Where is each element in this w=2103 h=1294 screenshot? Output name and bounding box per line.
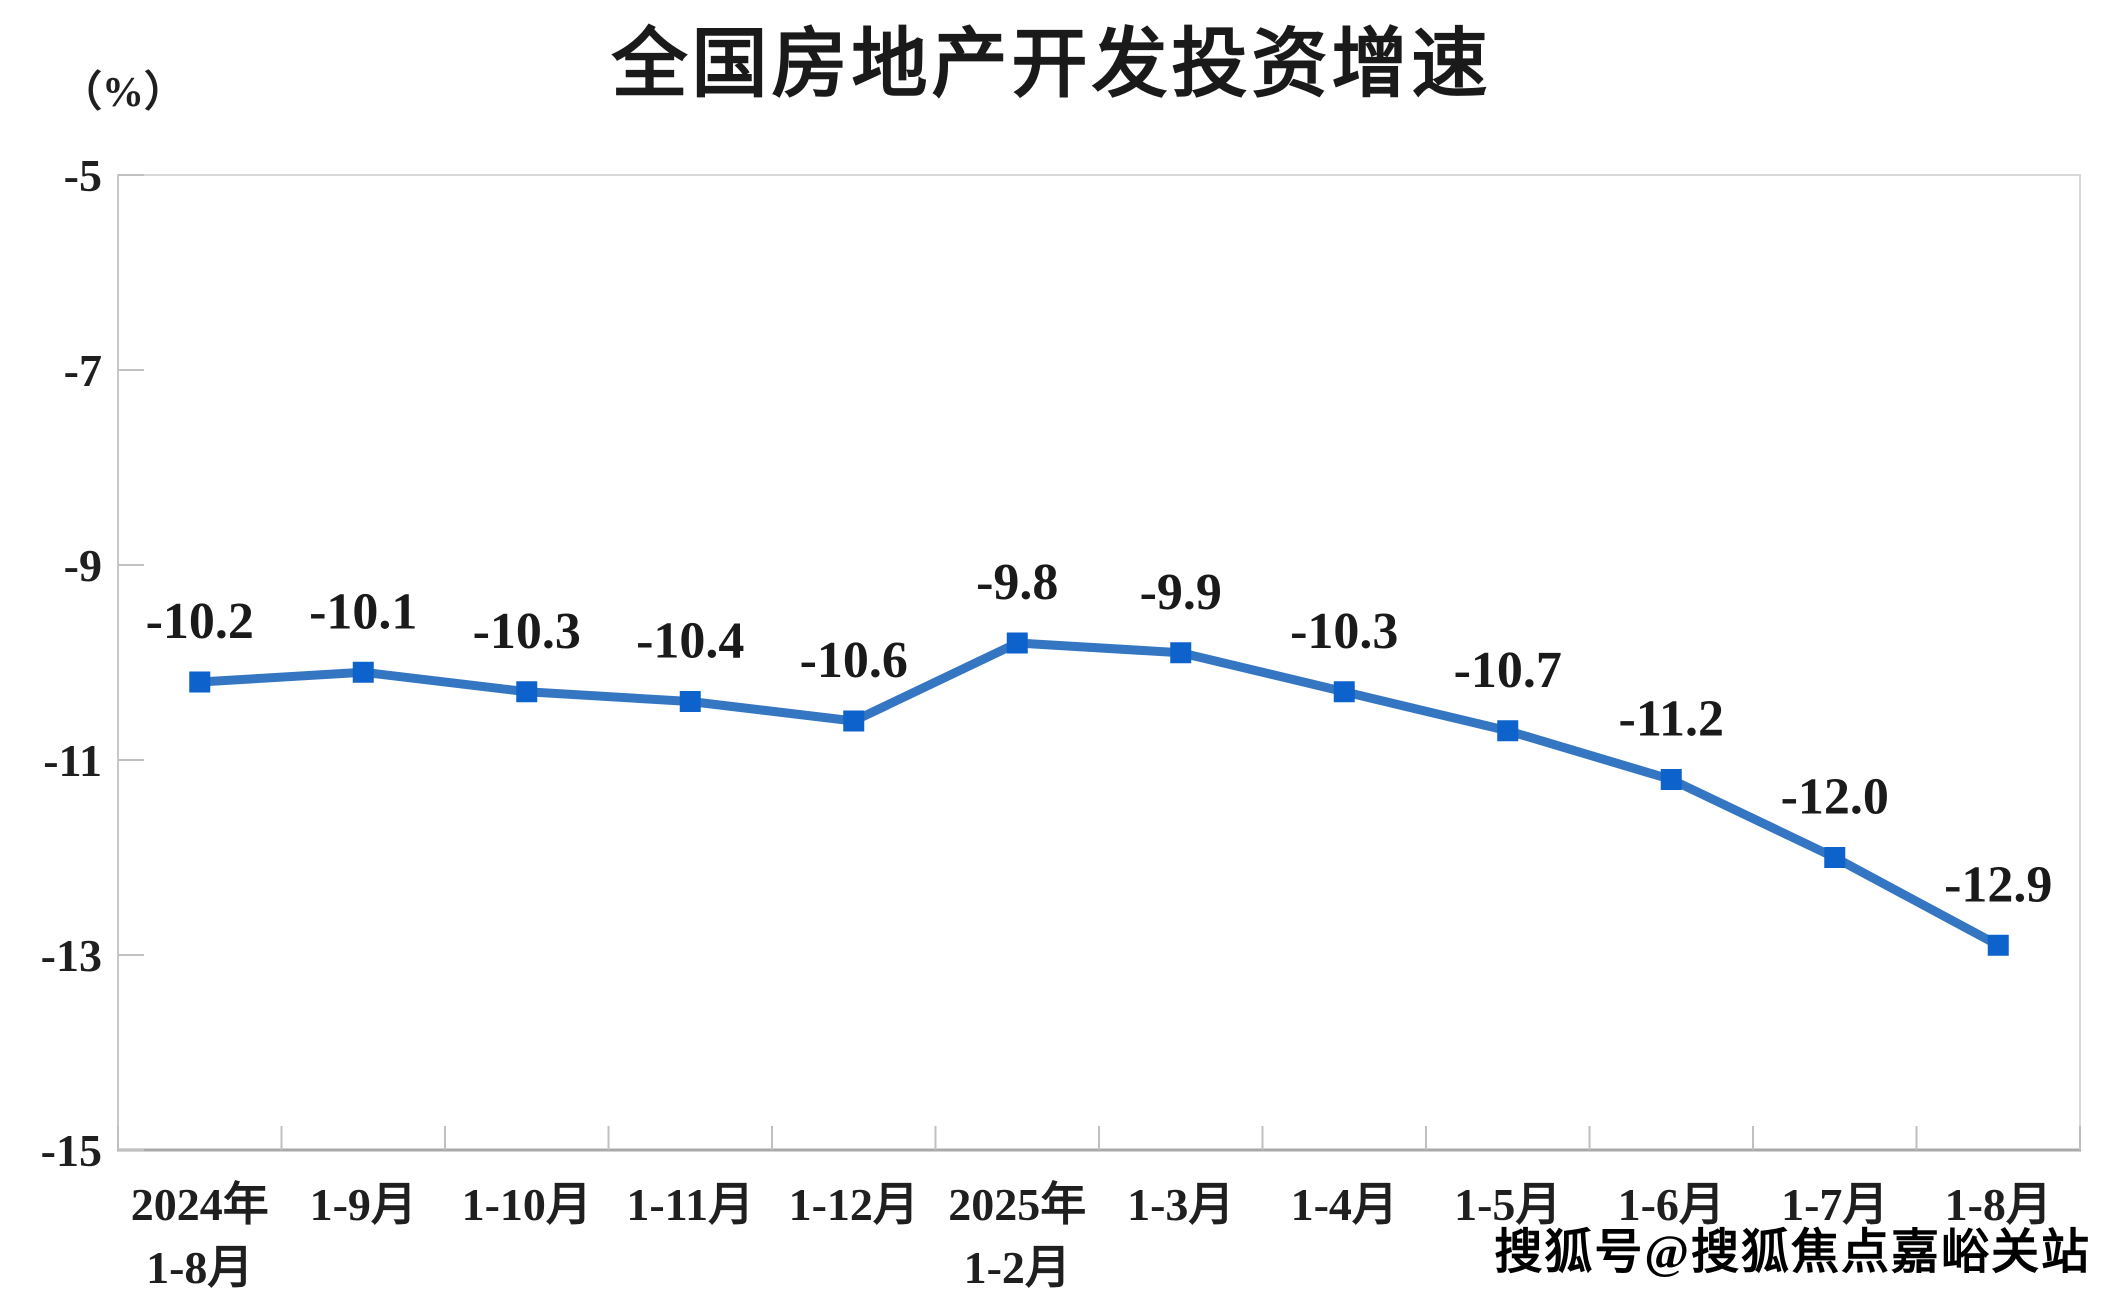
y-tick-label: -13 xyxy=(41,930,102,981)
data-point-marker xyxy=(1660,769,1682,790)
x-tick-label: 1-6月 xyxy=(1618,1179,1725,1230)
data-label: -10.7 xyxy=(1454,642,1562,699)
data-label: -10.3 xyxy=(1290,603,1398,660)
y-tick-label: -11 xyxy=(43,735,102,786)
data-point-marker xyxy=(1006,632,1028,654)
x-tick-label: 1-9月 xyxy=(310,1179,417,1230)
data-label: -10.1 xyxy=(309,583,417,640)
data-label: -12.0 xyxy=(1781,769,1889,826)
y-tick-label: -9 xyxy=(64,540,102,591)
data-label: -10.3 xyxy=(473,603,581,660)
data-label: -11.2 xyxy=(1619,691,1724,748)
x-tick-label: 2025年 xyxy=(948,1179,1086,1230)
watermark: 搜狐号@搜狐焦点嘉峪关站 xyxy=(1494,1226,2091,1279)
data-point-marker xyxy=(843,710,865,732)
plot-area xyxy=(117,174,2081,1152)
data-point-marker xyxy=(1333,681,1355,703)
y-tick-label: -5 xyxy=(64,150,102,201)
data-point-marker xyxy=(1497,720,1519,742)
plot-border xyxy=(117,174,2081,1151)
data-point-marker xyxy=(1987,934,2009,956)
x-tick-label: 1-8月 xyxy=(1945,1179,2052,1230)
x-tick-label: 1-8月 xyxy=(146,1242,253,1293)
data-point-marker xyxy=(679,691,701,712)
data-label: -9.8 xyxy=(976,554,1058,611)
y-axis-unit-label: （%） xyxy=(60,70,187,116)
y-tick-label: -15 xyxy=(41,1125,102,1176)
x-tick-label: 1-3月 xyxy=(1127,1179,1234,1230)
data-labels: -10.2 -10.1 -10.3 -10.4 -10.6 -9.8 -9.9 -10.3 -1… xyxy=(146,554,2053,913)
x-tick-label: 1-11月 xyxy=(626,1179,754,1230)
data-label: -10.6 xyxy=(800,632,908,689)
data-label: -9.9 xyxy=(1140,564,1222,621)
data-point-marker xyxy=(1170,642,1192,664)
data-point-marker xyxy=(1824,847,1846,868)
chart-title: 全国房地产开发投资增速 xyxy=(611,22,1492,107)
series-line xyxy=(195,638,2003,950)
data-point-marker xyxy=(516,681,538,703)
x-tick-label: 1-2月 xyxy=(964,1242,1071,1293)
x-tick-label: 1-7月 xyxy=(1781,1179,1888,1230)
x-tick-label: 1-5月 xyxy=(1454,1179,1561,1230)
data-label: -10.2 xyxy=(146,593,254,650)
data-label: -12.9 xyxy=(1944,856,2052,913)
x-tick-label: 1-4月 xyxy=(1291,1179,1398,1230)
x-tick-label: 2024年 xyxy=(131,1179,269,1230)
axis-ticks xyxy=(117,174,2081,1151)
y-tick-label: -7 xyxy=(64,345,102,396)
x-tick-label: 1-10月 xyxy=(462,1179,592,1230)
series-markers xyxy=(189,632,2009,956)
data-label: -10.4 xyxy=(636,613,744,670)
x-tick-label: 1-12月 xyxy=(789,1179,919,1230)
data-point-marker xyxy=(189,671,211,693)
axis-labels: -5 -7 -9 -11 -13 -15 2024年 1-8月 1-9月 1-10月 1-11月 1-… xyxy=(41,150,2052,1293)
data-point-marker xyxy=(352,661,374,683)
series-polyline xyxy=(195,638,2003,950)
